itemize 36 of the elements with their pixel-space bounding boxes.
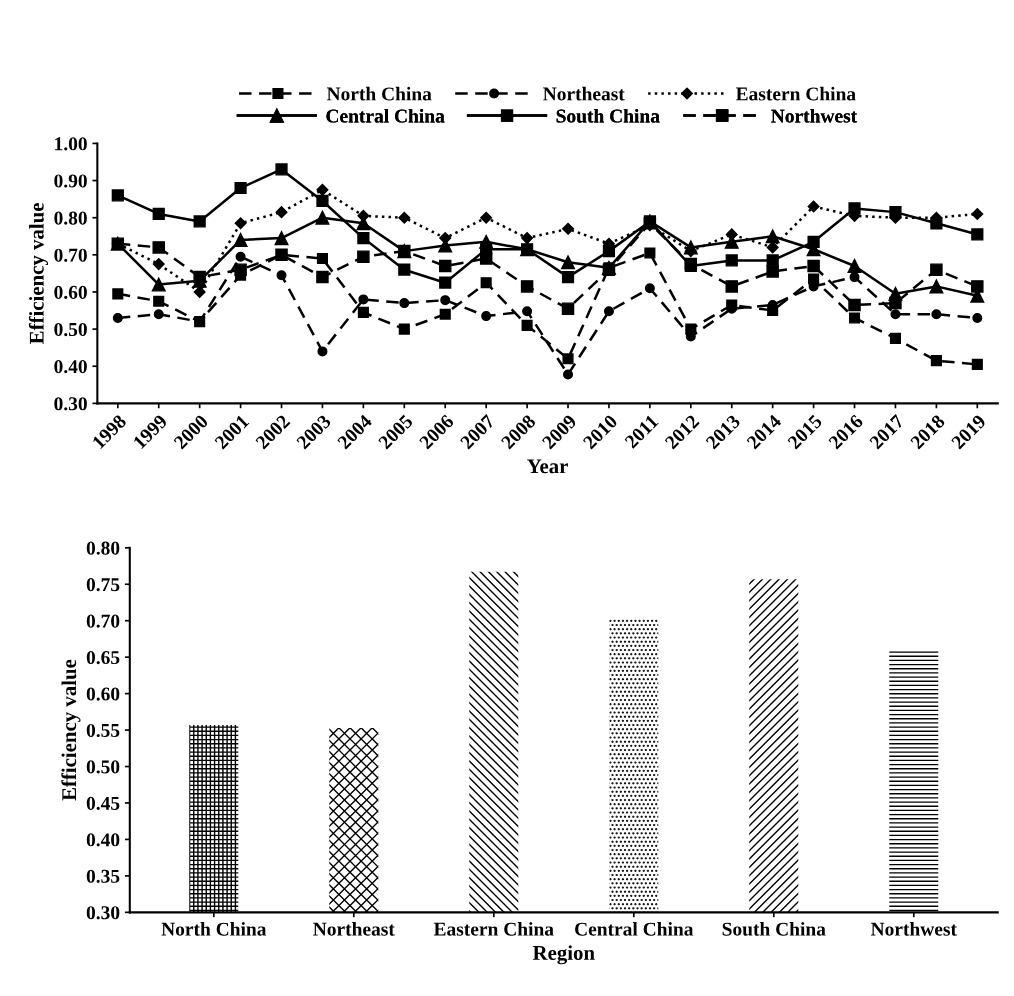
x-tick-label: Northwest [870,922,957,936]
y-tick-label: 0.60 [86,687,120,701]
y-axis-title: Efficiency value [28,203,49,344]
legend-label: North China [326,86,432,101]
y-tick-label: 1.00 [55,137,87,151]
y-tick-label: 0.50 [86,760,120,774]
y-tick-label: 0.35 [86,869,120,883]
y-tick-label: 0.70 [54,248,87,262]
y-tick-label: 0.50 [54,322,87,337]
y-tick-label: 0.80 [54,211,87,225]
legend-label: Eastern China [735,86,856,101]
legend-label: Northeast [543,86,625,101]
y-tick-label: 0.45 [86,796,120,810]
y-tick-label: 0.70 [86,614,120,628]
x-axis-title: Year [527,459,568,474]
x-axis-title: Region [532,945,595,965]
y-tick-label: 0.30 [86,906,120,920]
y-tick-label: 0.65 [86,650,120,665]
x-tick-label: Eastern China [433,922,554,936]
x-tick-label: Central China [575,922,694,936]
y-tick-label: 0.40 [86,833,120,847]
y-tick-label: 0.90 [54,174,87,188]
x-tick-label: South China [722,922,826,936]
legend-label: Central China [326,108,445,123]
x-tick-label: North China [161,922,267,936]
y-tick-label: 0.80 [86,541,120,555]
y-axis-title: Efficiency value [61,659,81,801]
y-tick-label: 0.75 [86,578,120,592]
y-tick-label: 0.30 [54,397,87,411]
y-tick-label: 0.60 [54,285,87,299]
x-tick-label: Northeast [313,922,395,936]
y-tick-label: 0.40 [54,360,87,374]
x-tick-label: 2011 [624,414,659,449]
legend-label: Northwest [771,108,858,123]
legend-label: South China [556,108,660,123]
y-tick-label: 0.55 [86,723,120,738]
